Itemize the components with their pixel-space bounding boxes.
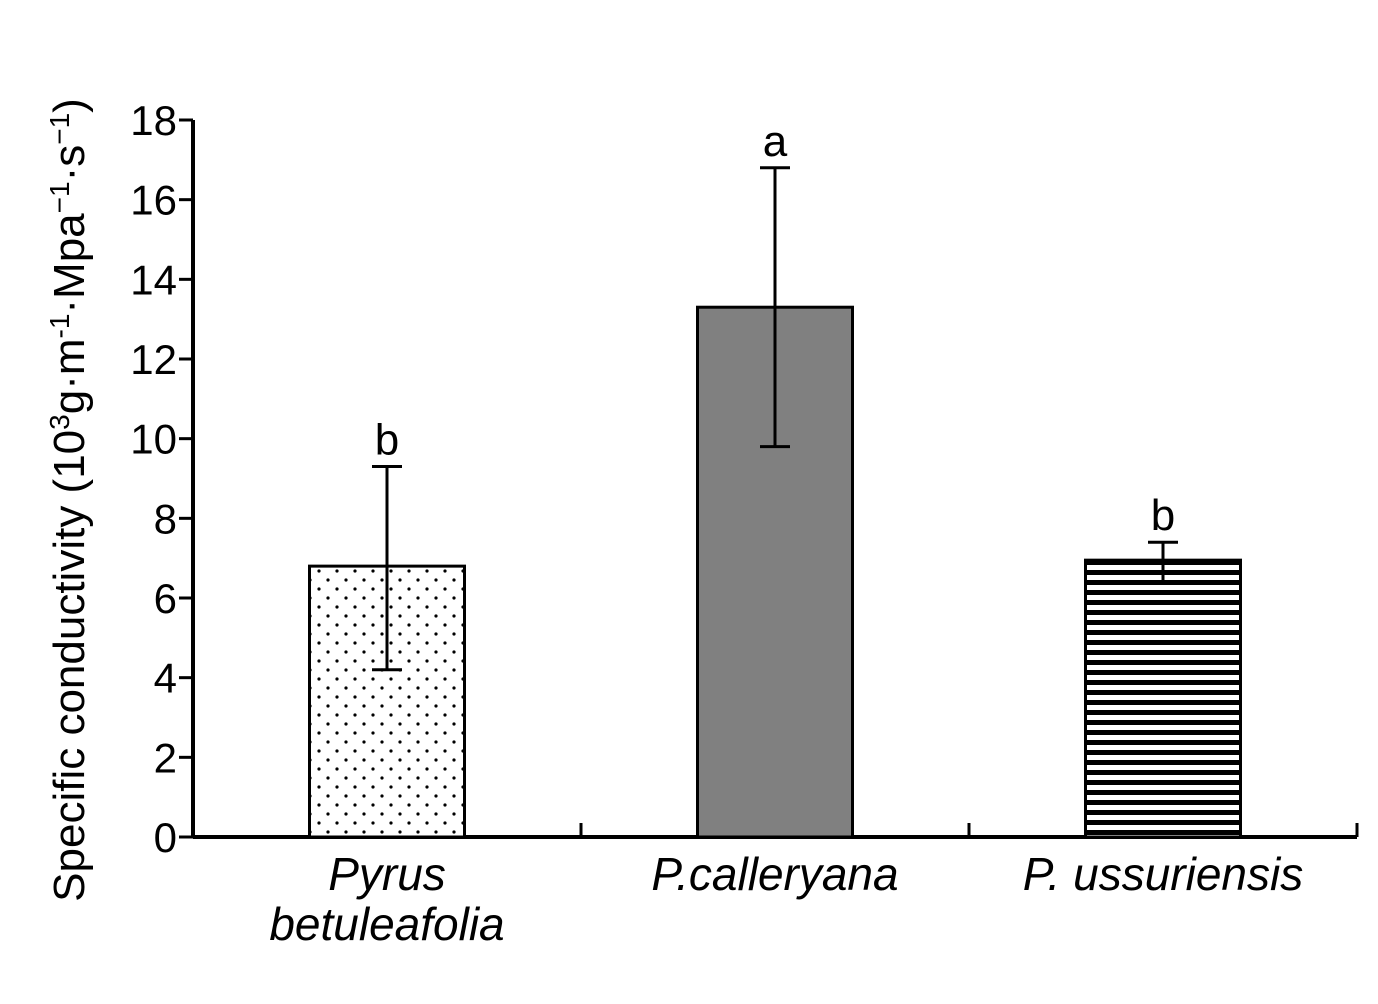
y-tick-label: 2 — [154, 734, 177, 781]
bar — [1084, 558, 1242, 839]
y-tick-label: 0 — [154, 814, 177, 861]
significance-label: b — [1151, 491, 1175, 540]
significance-label: a — [763, 117, 788, 166]
x-category-label: Pyrus — [328, 848, 446, 900]
y-axis-title: Specific conductivity (103g·m-1·Mpa−1·s−… — [44, 98, 95, 902]
y-tick-label: 4 — [154, 655, 177, 702]
y-tick-label: 6 — [154, 575, 177, 622]
y-tick-label: 16 — [130, 177, 177, 224]
y-tick-label: 10 — [130, 416, 177, 463]
x-category-label: P.calleryana — [651, 848, 898, 900]
y-tick-label: 14 — [130, 256, 177, 303]
svg-text:Specific conductivity (103g·m-: Specific conductivity (103g·m-1·Mpa−1·s−… — [44, 98, 95, 902]
y-tick-label: 18 — [130, 97, 177, 144]
y-tick-label: 8 — [154, 495, 177, 542]
x-category-label: betuleafolia — [269, 898, 504, 950]
significance-label: b — [375, 416, 399, 465]
x-category-label: P. ussuriensis — [1023, 848, 1303, 900]
y-tick-label: 12 — [130, 336, 177, 383]
